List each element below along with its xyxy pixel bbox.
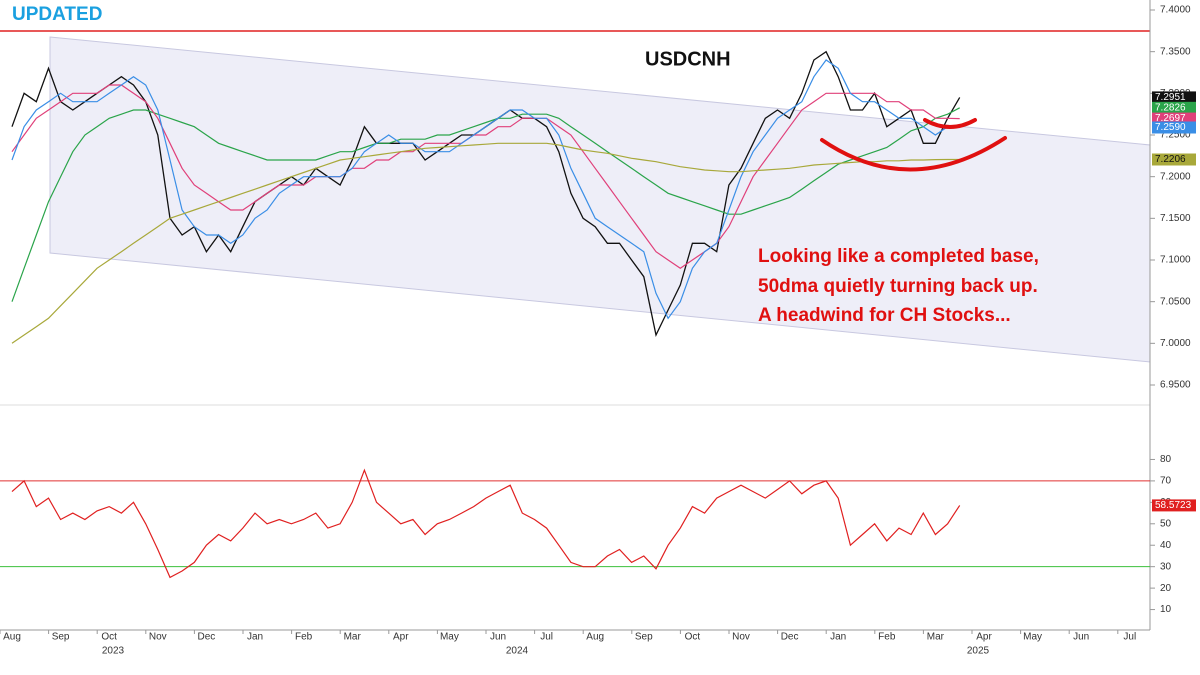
x-tick-label: Dec: [781, 632, 799, 643]
plot: Aug Sep Oct Nov Dec Jan Feb Mar Apr May Jun Jul Aug S…: [0, 5, 1196, 657]
x-tick-label: Mar: [344, 632, 362, 643]
x-tick-label: Jun: [1073, 632, 1089, 643]
y-tick-label: 7.0500: [1160, 296, 1191, 307]
series-line: [11, 468, 961, 579]
y-tick-label: 50: [1160, 518, 1172, 529]
x-tick-label: Apr: [393, 632, 409, 643]
y-tick-label: 7.0000: [1160, 338, 1191, 349]
last-value-label: 7.2951: [1155, 92, 1186, 103]
x-tick-label: Sep: [52, 632, 70, 643]
series-line: [11, 59, 960, 320]
x-tick-label: Aug: [586, 632, 604, 643]
x-tick-label: Oct: [685, 632, 701, 643]
x-tick-label: Dec: [198, 632, 216, 643]
x-tick-label: Jul: [540, 632, 553, 643]
last-value-label: 7.2697: [1155, 113, 1186, 124]
last-value-label: 58.5723: [1155, 500, 1192, 511]
x-tick-label: Nov: [149, 632, 167, 643]
annotation: A headwind for CH Stocks...: [758, 305, 1011, 326]
y-tick-label: 40: [1160, 540, 1172, 551]
last-value-label: 7.2826: [1155, 102, 1186, 113]
x-group-label: 2023: [102, 646, 125, 657]
y-tick-label: 70: [1160, 476, 1172, 487]
x-tick-label: Feb: [295, 632, 313, 643]
x-group-label: 2025: [967, 646, 990, 657]
y-tick-label: 6.9500: [1160, 380, 1191, 391]
x-tick-label: Oct: [101, 632, 117, 643]
last-value-label: 7.2590: [1155, 122, 1186, 133]
y-tick-label: 7.2500: [1160, 130, 1191, 141]
x-tick-label: May: [1023, 632, 1042, 643]
y-tick-label: 7.2000: [1160, 171, 1191, 182]
y-tick-label: 7.1000: [1160, 255, 1191, 266]
x-tick-label: Nov: [732, 632, 750, 643]
last-value-box: [1152, 153, 1196, 166]
chart-title: USDCNH: [645, 48, 731, 70]
x-tick-label: Jun: [490, 632, 506, 643]
last-value-box: [1152, 101, 1196, 114]
x-tick-label: Mar: [927, 632, 945, 643]
y-tick-label: 7.3500: [1160, 46, 1191, 57]
base-curve: [820, 136, 1007, 172]
annotation: Looking like a completed base,: [758, 246, 1039, 267]
badge: UPDATED: [12, 4, 102, 25]
last-value-box: [1152, 499, 1196, 512]
x-tick-label: Feb: [878, 632, 896, 643]
series-line: [11, 107, 960, 302]
y-tick-label: 7.4000: [1160, 5, 1191, 16]
series-line: [11, 142, 960, 344]
last-value-label: 7.2206: [1155, 154, 1186, 165]
last-value-box: [1152, 91, 1196, 104]
y-tick-label: 20: [1160, 583, 1172, 594]
x-group-label: 2024: [506, 646, 529, 657]
series-line: [11, 84, 960, 270]
y-tick-label: 80: [1160, 454, 1172, 465]
x-tick-label: Jul: [1123, 632, 1136, 643]
annotation: 50dma quietly turning back up.: [758, 276, 1038, 297]
y-tick-label: 7.1500: [1160, 213, 1191, 224]
x-tick-label: May: [440, 632, 459, 643]
x-tick-label: Sep: [635, 632, 653, 643]
x-tick-label: Apr: [976, 632, 992, 643]
last-value-box: [1152, 121, 1196, 134]
y-tick-label: 10: [1160, 604, 1172, 615]
x-tick-label: Jan: [830, 632, 846, 643]
x-tick-label: Aug: [3, 632, 21, 643]
base-curve-small: [923, 118, 977, 129]
x-tick-label: Jan: [247, 632, 263, 643]
y-tick-label: 30: [1160, 561, 1172, 572]
